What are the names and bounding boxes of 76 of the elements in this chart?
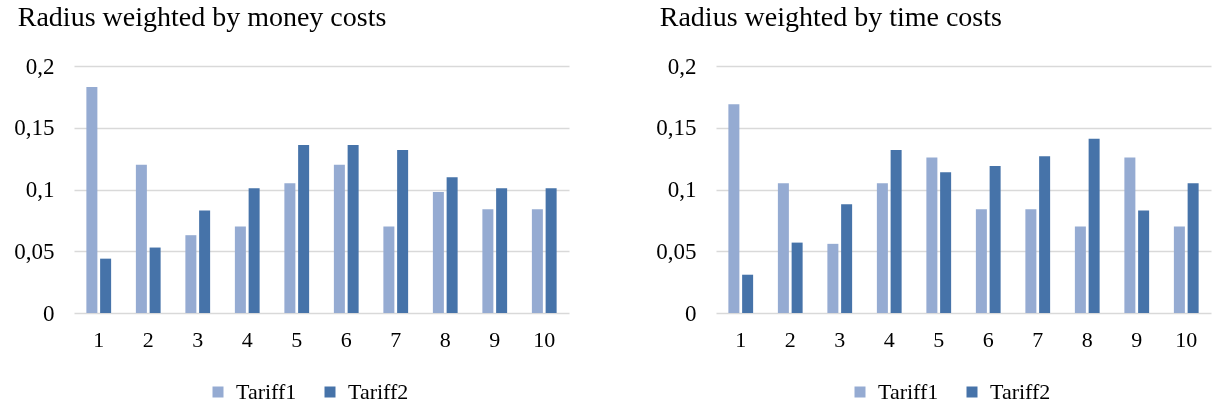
legend-label: Tariff1 <box>236 379 297 404</box>
y-tick-label: 0,1 <box>25 177 55 202</box>
bar <box>446 177 458 313</box>
x-tick-label: 8 <box>439 326 451 352</box>
x-tick-label: 10 <box>1175 326 1198 352</box>
bar <box>827 243 839 313</box>
y-tick-label: 0 <box>685 300 697 326</box>
bar <box>742 274 754 313</box>
bar <box>791 242 803 313</box>
bar <box>531 209 543 313</box>
bar <box>940 172 952 313</box>
bar <box>496 188 508 313</box>
x-tick-label: 1 <box>93 326 105 352</box>
bar <box>545 188 557 313</box>
x-tick-label: 8 <box>1081 326 1093 352</box>
bar <box>347 145 359 313</box>
x-tick-label: 9 <box>1131 326 1143 352</box>
y-tick-label: 0 <box>43 300 55 326</box>
x-tick-label: 7 <box>390 326 402 352</box>
bar <box>149 247 161 313</box>
bar <box>1025 209 1037 313</box>
bar <box>1138 210 1150 313</box>
bar <box>1074 226 1086 313</box>
bar <box>1039 156 1051 313</box>
x-tick-label: 4 <box>241 326 253 352</box>
legend-label: Tariff2 <box>348 379 409 404</box>
bar <box>100 258 112 313</box>
chart-title: Radius weighted by time costs <box>659 1 1002 32</box>
bar <box>298 145 310 313</box>
bar <box>728 104 740 313</box>
bar <box>135 164 147 313</box>
bar <box>975 209 987 313</box>
x-tick-label: 6 <box>982 326 994 352</box>
x-tick-label: 5 <box>291 326 303 352</box>
bar <box>841 204 853 313</box>
x-tick-label: 2 <box>784 326 796 352</box>
x-tick-label: 6 <box>340 326 352 352</box>
x-tick-label: 3 <box>834 326 846 352</box>
x-tick-label: 1 <box>735 326 747 352</box>
y-tick-label: 0,2 <box>667 53 697 79</box>
y-tick-label: 0,1 <box>667 177 697 202</box>
bar <box>1187 183 1199 313</box>
bar <box>185 235 197 313</box>
bar <box>890 149 902 313</box>
bar <box>1088 138 1100 313</box>
y-tick-label: 0,15 <box>656 115 697 141</box>
bar <box>333 164 345 313</box>
bar <box>432 191 444 313</box>
bar <box>876 183 888 313</box>
x-tick-label: 2 <box>142 326 154 352</box>
bar <box>482 209 494 313</box>
y-tick-label: 0,2 <box>25 53 55 79</box>
bar <box>383 226 395 313</box>
bar <box>1124 157 1136 313</box>
bar <box>989 166 1001 313</box>
bar <box>1173 226 1185 313</box>
bar <box>86 87 98 313</box>
bar <box>926 157 938 313</box>
y-tick-label: 0,15 <box>14 115 55 141</box>
x-tick-label: 5 <box>933 326 945 352</box>
chart-title: Radius weighted by money costs <box>17 1 387 32</box>
y-tick-label: 0,05 <box>14 238 55 264</box>
bar <box>248 188 260 313</box>
x-tick-label: 4 <box>883 326 895 352</box>
bar <box>284 183 296 313</box>
legend-label: Tariff2 <box>990 379 1051 404</box>
bar <box>234 226 246 313</box>
legend-label: Tariff1 <box>878 379 939 404</box>
x-tick-label: 7 <box>1032 326 1044 352</box>
x-tick-label: 3 <box>192 326 204 352</box>
x-tick-label: 10 <box>533 326 556 352</box>
bar <box>199 210 211 313</box>
bar <box>777 183 789 313</box>
x-tick-label: 9 <box>489 326 501 352</box>
bar <box>397 149 409 313</box>
y-tick-label: 0,05 <box>656 238 697 264</box>
